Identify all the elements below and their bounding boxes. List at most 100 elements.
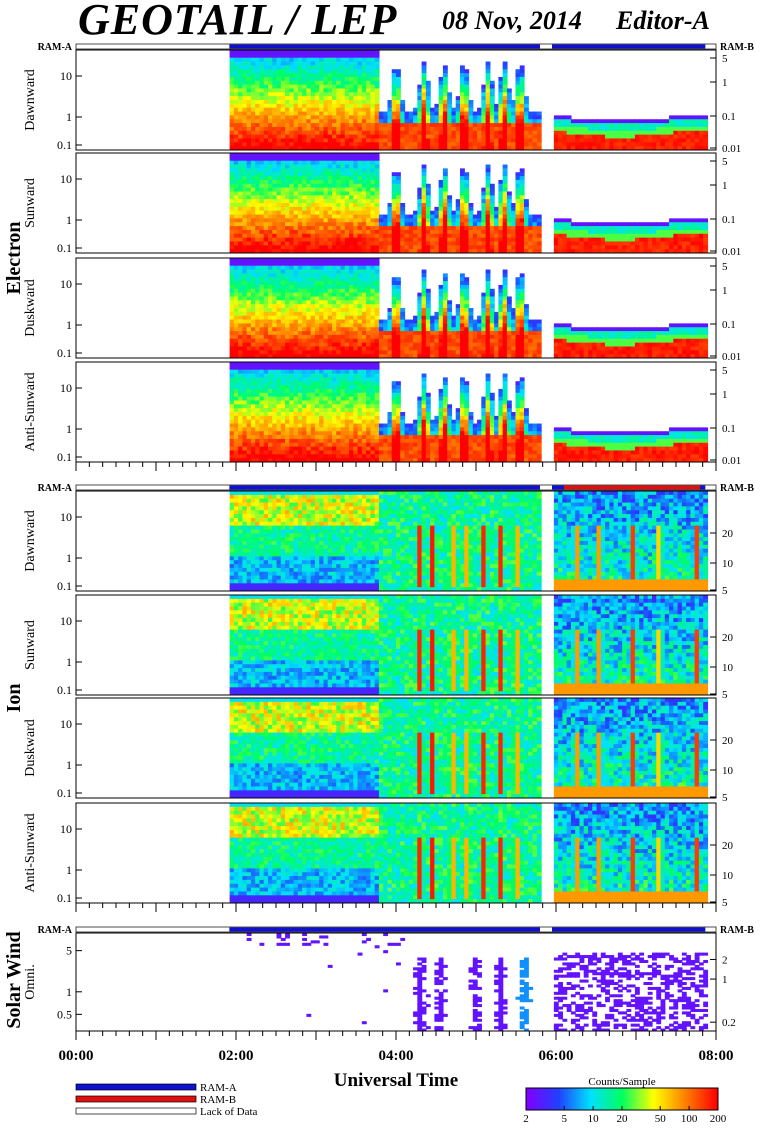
heatmap-cell [361, 53, 367, 59]
heatmap-cell [391, 346, 397, 351]
heatmap-cell [268, 168, 273, 173]
heatmap-cell [327, 323, 333, 328]
heatmap-cell [259, 111, 265, 116]
heatmap-cell [285, 354, 290, 358]
heatmap-cell [280, 214, 286, 219]
heatmap-cell [272, 84, 278, 90]
heatmap-cell [553, 119, 559, 124]
heatmap-cell [340, 241, 346, 246]
heatmap-cell [353, 61, 359, 66]
heatmap-cell [464, 146, 470, 150]
heatmap-cell [229, 206, 235, 212]
heatmap-cell [327, 206, 333, 212]
heatmap-cell [289, 176, 295, 181]
heatmap-cell [477, 107, 482, 113]
heatmap-cell [421, 195, 427, 200]
heatmap-cell [570, 222, 576, 227]
heatmap-cell [357, 237, 363, 243]
heatmap-cell [404, 346, 410, 351]
heatmap-cell [327, 300, 333, 305]
heatmap-cell [566, 123, 572, 128]
heatmap-cell [669, 142, 674, 147]
heatmap-cell [310, 176, 316, 181]
heatmap-cell [421, 346, 427, 351]
heatmap-cell [425, 245, 431, 250]
heatmap-cell [293, 222, 299, 227]
heatmap-cell [349, 84, 354, 90]
heatmap-cell [378, 229, 384, 235]
heatmap-cell [323, 50, 329, 55]
heatmap-cell [553, 126, 559, 132]
heatmap-cell [340, 100, 346, 105]
heatmap-cell [694, 142, 700, 147]
heatmap-cell [447, 249, 453, 253]
heatmap-cell [528, 214, 534, 219]
panel-label: Dawnward [23, 69, 38, 130]
heatmap-cell [319, 153, 325, 158]
heatmap-cell [430, 210, 435, 216]
heatmap-cell [250, 84, 256, 90]
heatmap-cell [438, 111, 444, 116]
heatmap-cell [366, 261, 371, 267]
heatmap-cell [302, 206, 307, 212]
heatmap-cell [477, 237, 482, 243]
heatmap-cell [562, 146, 568, 150]
heatmap-cell [263, 199, 269, 204]
heatmap-cell [306, 346, 312, 351]
heatmap-cell [327, 218, 333, 223]
heatmap-cell [246, 179, 252, 185]
heatmap-cell [361, 96, 367, 101]
heatmap-cell [383, 354, 389, 358]
heatmap-cell [242, 126, 248, 132]
heatmap-cell [263, 296, 269, 301]
heatmap-cell [280, 53, 286, 59]
heatmap-cell [340, 233, 346, 239]
heatmap-cell [259, 92, 265, 97]
heatmap-cell [272, 179, 278, 185]
heatmap-cell [413, 226, 418, 231]
heatmap-cell [366, 153, 371, 158]
heatmap-cell [622, 229, 627, 235]
heatmap-cell [229, 123, 235, 128]
heatmap-cell [238, 179, 243, 185]
heatmap-cell [353, 249, 359, 253]
heatmap-cell [634, 138, 640, 143]
heatmap-cell [400, 354, 406, 358]
heatmap-cell [686, 130, 691, 136]
heatmap-cell [353, 323, 359, 328]
heatmap-cell [481, 331, 487, 336]
heatmap-cell [421, 80, 427, 86]
heatmap-cell [511, 134, 517, 140]
heatmap-cell [366, 123, 371, 128]
heatmap-cell [464, 199, 470, 204]
heatmap-cell [498, 191, 504, 196]
heatmap-cell [323, 296, 329, 301]
heatmap-cell [289, 245, 295, 250]
heatmap-cell [306, 168, 312, 173]
heatmap-cell [255, 338, 261, 344]
heatmap-cell [233, 130, 239, 136]
heatmap-cell [430, 319, 435, 324]
heatmap-cell [276, 76, 282, 82]
heatmap-cell [660, 142, 666, 147]
heatmap-cell [361, 273, 367, 278]
heatmap-cell [344, 237, 350, 243]
heatmap-cell [366, 241, 371, 246]
heatmap-cell [268, 69, 273, 74]
heatmap-cell [477, 146, 482, 150]
heatmap-cell [302, 203, 307, 208]
heatmap-cell [498, 96, 504, 101]
heatmap-cell [519, 100, 525, 105]
heatmap-cell [357, 168, 363, 173]
heatmap-cell [391, 311, 397, 317]
heatmap-cell [442, 214, 448, 219]
heatmap-cell [255, 92, 261, 97]
heatmap-cell [263, 284, 269, 290]
heatmap-cell [293, 100, 299, 105]
heatmap-cell [336, 88, 342, 93]
heatmap-cell [332, 80, 337, 86]
heatmap-cell [400, 315, 406, 321]
heatmap-cell [246, 107, 252, 113]
heatmap-cell [421, 126, 427, 132]
heatmap-cell [698, 146, 704, 150]
